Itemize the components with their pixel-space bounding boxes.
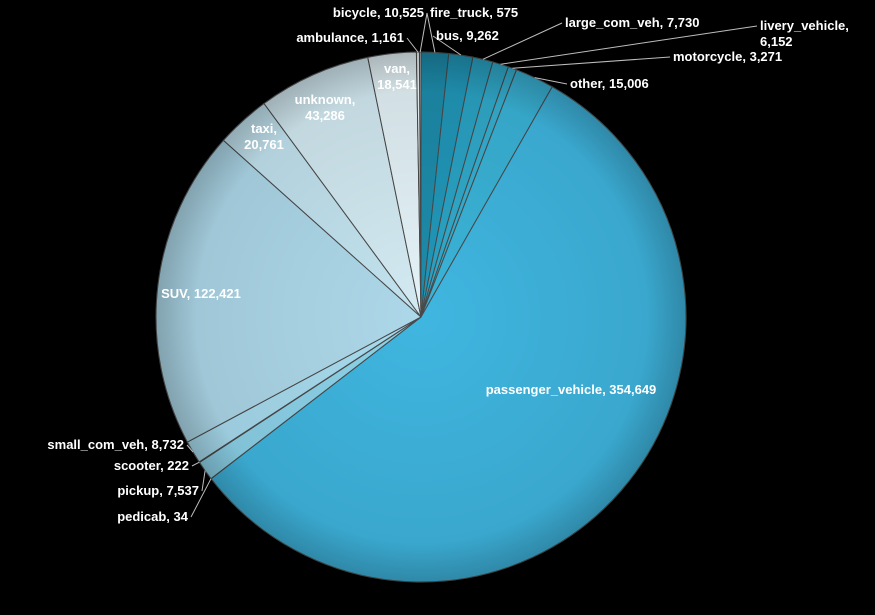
leader-lines — [186, 12, 758, 518]
leader-line-large-com-veh — [482, 22, 563, 60]
data-label-pickup: pickup, 7,537 — [117, 483, 199, 498]
data-label-bicycle: bicycle, 10,525 — [333, 5, 424, 20]
leader-line-pickup — [201, 470, 206, 492]
leader-line-small-com-veh — [186, 444, 194, 453]
leader-line-scooter — [191, 461, 200, 467]
data-label-taxi: taxi, 20,761 — [244, 121, 284, 152]
data-label-van: van, 18,541 — [377, 61, 417, 92]
data-label-small-com-veh: small_com_veh, 8,732 — [47, 437, 184, 452]
leader-line-motorcycle — [512, 56, 671, 69]
data-label-passenger-vehicle: passenger_vehicle, 354,649 — [486, 382, 657, 397]
leader-line-ambulance — [406, 37, 419, 53]
leader-line-pedicab — [190, 478, 212, 518]
leader-line-fire-truck — [419, 12, 428, 53]
pie-slices — [155, 51, 687, 583]
leader-line-bus — [432, 35, 462, 56]
data-label-ambulance: ambulance, 1,161 — [296, 30, 404, 45]
leader-line-livery-vehicle — [500, 25, 758, 65]
leader-line-other — [534, 77, 568, 85]
leader-line-bicycle — [426, 12, 436, 53]
data-label-livery-vehicle: livery_vehicle, 6,152 — [760, 18, 849, 49]
data-label-fire-truck: fire_truck, 575 — [430, 5, 518, 20]
data-label-scooter: scooter, 222 — [114, 458, 189, 473]
data-label-motorcycle: motorcycle, 3,271 — [673, 49, 782, 64]
data-labels: bicycle, 10,525 bus, 9,262 large_com_veh, … — [47, 5, 849, 524]
data-label-bus: bus, 9,262 — [436, 28, 499, 43]
data-label-large-com-veh: large_com_veh, 7,730 — [565, 15, 699, 30]
data-label-pedicab: pedicab, 34 — [117, 509, 189, 524]
data-label-unknown: unknown, 43,286 — [295, 92, 356, 123]
data-label-suv: SUV, 122,421 — [161, 286, 241, 301]
data-label-other: other, 15,006 — [570, 76, 649, 91]
